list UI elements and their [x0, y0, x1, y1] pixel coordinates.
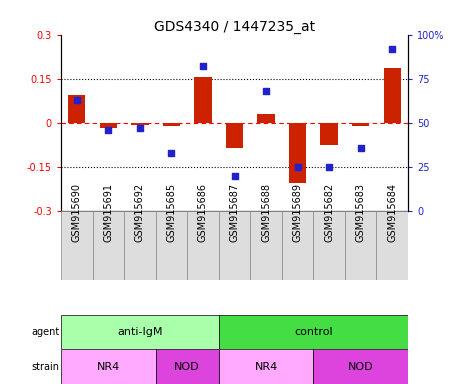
- Bar: [320, 123, 338, 145]
- Text: control: control: [294, 327, 333, 337]
- Text: GSM915683: GSM915683: [356, 183, 366, 242]
- Bar: [156, 349, 219, 384]
- Text: NOD: NOD: [348, 362, 373, 372]
- Bar: [352, 123, 370, 126]
- Bar: [124, 211, 156, 280]
- Bar: [384, 68, 401, 123]
- Text: GSM915687: GSM915687: [229, 183, 240, 242]
- Text: GSM915685: GSM915685: [166, 183, 176, 242]
- Text: GSM915688: GSM915688: [261, 183, 271, 242]
- Text: NR4: NR4: [254, 362, 278, 372]
- Bar: [250, 211, 282, 280]
- Bar: [377, 211, 408, 280]
- Text: GSM915686: GSM915686: [198, 183, 208, 242]
- Point: [167, 150, 175, 156]
- Text: agent: agent: [31, 327, 60, 337]
- Bar: [219, 211, 250, 280]
- Bar: [313, 211, 345, 280]
- Bar: [61, 349, 156, 384]
- Bar: [257, 114, 275, 123]
- Bar: [219, 349, 313, 384]
- Bar: [131, 123, 149, 125]
- Bar: [345, 211, 377, 280]
- Point: [199, 63, 207, 70]
- Text: GSM915684: GSM915684: [387, 183, 397, 242]
- Bar: [194, 77, 212, 123]
- Title: GDS4340 / 1447235_at: GDS4340 / 1447235_at: [154, 20, 315, 33]
- Bar: [156, 211, 187, 280]
- Bar: [226, 123, 243, 148]
- Text: GSM915690: GSM915690: [72, 183, 82, 242]
- Bar: [187, 211, 219, 280]
- Text: GSM915682: GSM915682: [324, 183, 334, 242]
- Point: [136, 125, 144, 131]
- Bar: [282, 211, 313, 280]
- Bar: [99, 123, 117, 128]
- Point: [294, 164, 302, 170]
- Bar: [68, 95, 85, 123]
- Bar: [163, 123, 180, 126]
- Text: NR4: NR4: [97, 362, 120, 372]
- Text: anti-IgM: anti-IgM: [117, 327, 163, 337]
- Point: [325, 164, 333, 170]
- Bar: [61, 211, 92, 280]
- Text: NOD: NOD: [174, 362, 200, 372]
- Point: [388, 46, 396, 52]
- Text: strain: strain: [31, 362, 60, 372]
- Bar: [313, 349, 408, 384]
- Point: [73, 97, 81, 103]
- Point: [357, 144, 364, 151]
- Text: GSM915692: GSM915692: [135, 183, 145, 242]
- Text: GSM915689: GSM915689: [293, 183, 303, 242]
- Point: [262, 88, 270, 94]
- Point: [231, 173, 238, 179]
- Bar: [219, 315, 408, 349]
- Bar: [92, 211, 124, 280]
- Text: GSM915691: GSM915691: [103, 183, 113, 242]
- Point: [105, 127, 112, 133]
- Bar: [289, 123, 306, 183]
- Bar: [61, 315, 219, 349]
